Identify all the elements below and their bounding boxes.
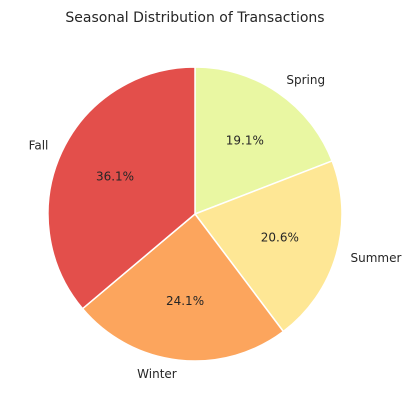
pct-label-summer: 20.6%: [261, 231, 299, 245]
pie-slice-winter: [81, 213, 285, 362]
pie-slice-spring: [194, 66, 333, 215]
slice-label-summer: Summer: [350, 251, 401, 265]
pie-slice-summer: [194, 160, 343, 333]
pct-label-winter: 24.1%: [166, 294, 204, 308]
chart-title: Seasonal Distribution of Transactions: [65, 10, 324, 26]
pct-label-fall: 36.1%: [96, 169, 134, 183]
pct-label-spring: 19.1%: [226, 134, 264, 148]
pie-labels: Spring 19.1% Summer 20.6% Winter 24.1% Fall 36.…: [29, 73, 402, 381]
slice-label-winter: Winter: [137, 367, 177, 381]
slice-label-fall: Fall: [29, 138, 49, 152]
slice-label-spring: Spring: [286, 73, 325, 87]
pie-slices: [47, 66, 343, 362]
pie-slice-fall: [47, 66, 196, 310]
